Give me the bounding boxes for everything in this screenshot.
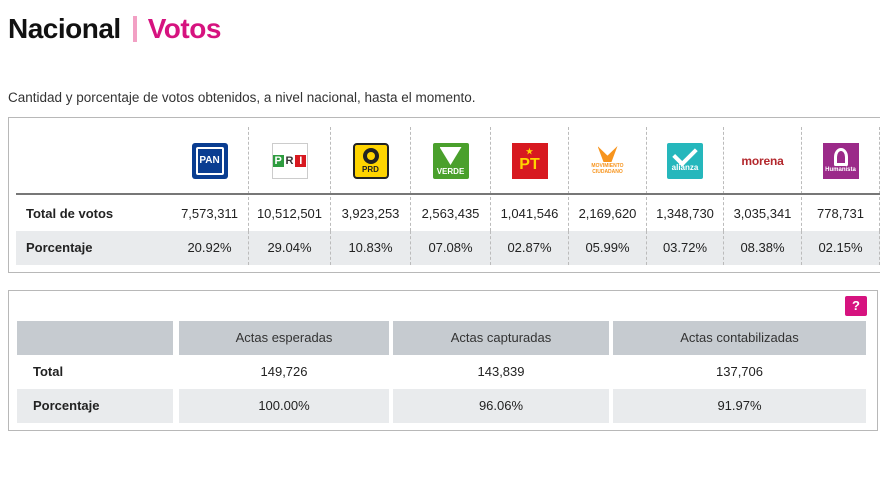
votes-cell: 1,041,546 — [490, 197, 568, 231]
actas-header-capturadas: Actas capturadas — [393, 321, 609, 355]
party-logo-cell: ★ PT — [490, 127, 568, 194]
party-logo-cell: MOVIMIENTO CIUDADANO — [568, 127, 646, 194]
pt-logo-icon: ★ PT — [511, 142, 548, 179]
table-divider — [16, 193, 880, 195]
percent-cell: 03.72% — [646, 231, 723, 265]
votes-cell: 3,035,341 — [723, 197, 801, 231]
actas-header-esperadas: Actas esperadas — [179, 321, 389, 355]
percent-cell: 05.99% — [568, 231, 646, 265]
table-row-actas-percent: Porcentaje 100.00% 96.06% 91.97% — [9, 389, 879, 423]
row-label-percent: Porcentaje — [17, 389, 173, 423]
actas-cell: 91.97% — [613, 389, 866, 423]
votes-cell: 7,573,311 — [181, 206, 238, 221]
help-button[interactable]: ? — [845, 296, 867, 316]
row-label-votes: Total de votos — [26, 206, 114, 221]
page-title: Nacional Votos — [8, 12, 221, 46]
nueva-alianza-logo-icon: alianza — [667, 141, 703, 179]
title-main: Nacional — [8, 13, 121, 44]
row-label-percent: Porcentaje — [26, 240, 93, 255]
percent-cell: 10.83% — [330, 231, 410, 265]
actas-cell: 149,726 — [260, 364, 308, 379]
party-logo-cell: PRD — [330, 127, 410, 194]
votes-cell: 1,348,730 — [646, 197, 723, 231]
party-logo-cell: VERDE — [410, 127, 490, 194]
actas-cell: 143,839 — [477, 364, 525, 379]
percent-cell: 29.04% — [248, 231, 330, 265]
table-row-percent: Porcentaje 20.92% 29.04% 10.83% 07.08% 0… — [16, 231, 880, 265]
table-row-actas-total: Total 149,726 143,839 137,706 — [9, 355, 879, 389]
actas-cell: 96.06% — [393, 389, 609, 423]
votes-cell: 3,923,253 — [330, 197, 410, 231]
actas-cell: 137,706 — [716, 364, 763, 379]
pan-logo-icon: PAN — [191, 142, 228, 179]
party-logo-cell: PAN — [171, 127, 248, 194]
votes-cell: 2,563,435 — [410, 197, 490, 231]
actas-table: ? Actas esperadas Actas capturadas Actas… — [8, 290, 878, 431]
morena-logo-icon: morena — [741, 153, 784, 168]
percent-cell: 02.15% — [801, 231, 879, 265]
actas-header-empty — [17, 321, 173, 355]
votes-cell: 778,731 — [801, 197, 879, 231]
party-logo-cell: alianza — [646, 127, 723, 194]
actas-cell: 100.00% — [179, 389, 389, 423]
page-subtitle: Cantidad y porcentaje de votos obtenidos… — [8, 90, 476, 105]
percent-cell: 08.38% — [723, 231, 801, 265]
row-label-total: Total — [33, 364, 64, 379]
verde-logo-icon: VERDE — [432, 142, 469, 179]
percent-cell: 07.08% — [410, 231, 490, 265]
table-row-votes: Total de votos 7,573,311 10,512,501 3,92… — [16, 197, 880, 231]
party-logo-cell: Humanista — [801, 127, 879, 194]
prd-logo-icon: PRD — [352, 142, 389, 179]
title-section: Votos — [147, 13, 222, 44]
party-logo-cell: morena — [723, 127, 801, 194]
title-separator — [132, 16, 137, 42]
actas-header-contabilizadas: Actas contabilizadas — [613, 321, 866, 355]
votes-cell: 10,512,501 — [248, 197, 330, 231]
percent-cell: 02.87% — [490, 231, 568, 265]
votes-cell: 2,169,620 — [568, 197, 646, 231]
movimiento-ciudadano-logo-icon: MOVIMIENTO CIUDADANO — [586, 143, 630, 179]
percent-cell: 20.92% — [187, 240, 232, 255]
humanista-logo-icon: Humanista — [822, 142, 859, 179]
